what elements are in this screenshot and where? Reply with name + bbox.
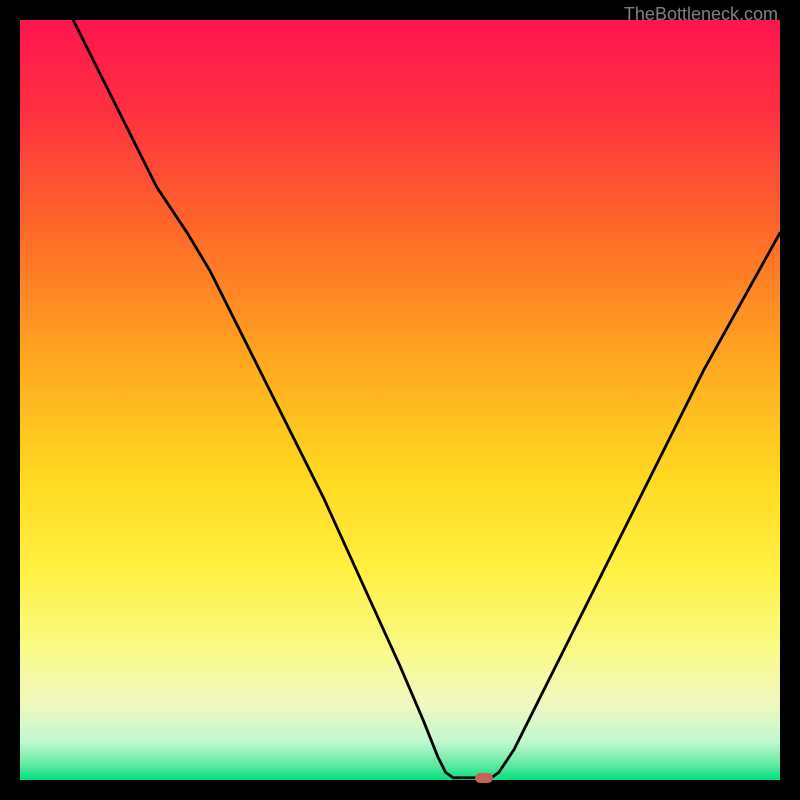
optimal-marker: [475, 773, 493, 783]
chart-container: [20, 20, 780, 780]
bottleneck-curve: [20, 20, 780, 780]
watermark-text: TheBottleneck.com: [624, 4, 778, 25]
